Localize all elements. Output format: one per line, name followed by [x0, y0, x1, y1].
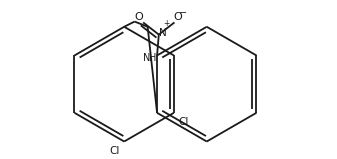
Text: O: O [134, 12, 143, 22]
Text: H: H [149, 53, 156, 63]
Text: N: N [143, 53, 151, 63]
Text: O: O [173, 12, 182, 22]
Text: +: + [163, 19, 170, 28]
Text: −: − [179, 8, 187, 18]
Text: N: N [159, 28, 167, 38]
Text: Cl: Cl [178, 117, 189, 127]
Text: Cl: Cl [110, 146, 120, 156]
